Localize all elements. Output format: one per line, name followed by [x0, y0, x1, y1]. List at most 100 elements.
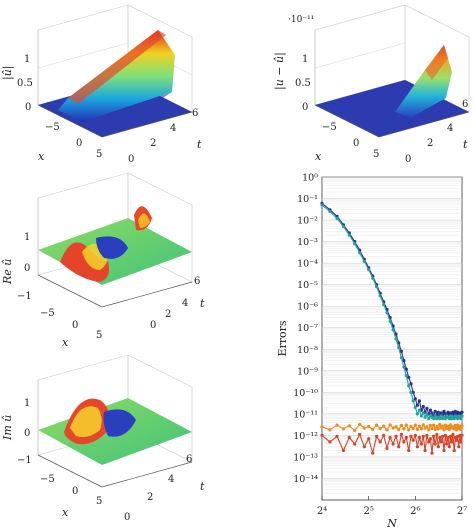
data-point: [362, 445, 366, 449]
p4-ztick-0: 0: [24, 428, 30, 439]
p3-ttick-4: 4: [182, 298, 188, 309]
data-point: [460, 414, 464, 418]
p3-ztick-1: 1: [24, 232, 30, 243]
p4-ttick-4: 4: [168, 474, 174, 485]
data-point: [397, 445, 401, 449]
data-point: [432, 423, 436, 427]
data-point: [459, 440, 463, 444]
p4-xtick-a: −5: [40, 474, 55, 485]
y-tick-label: 10⁻⁵: [297, 280, 318, 291]
data-point: [442, 428, 446, 432]
data-point: [451, 410, 455, 414]
data-point: [447, 417, 451, 421]
p2-tlabel: t: [463, 138, 468, 151]
data-point: [428, 437, 432, 441]
p1-xtick-b: 0: [76, 138, 82, 149]
data-point: [427, 428, 431, 432]
data-point: [394, 337, 398, 341]
data-point: [341, 427, 345, 431]
data-point: [397, 427, 401, 431]
data-point: [454, 428, 459, 432]
p1-ttick-6: 6: [192, 108, 198, 119]
data-point: [436, 427, 440, 431]
p3-ttick-0: 0: [150, 320, 156, 331]
p3-xtick-c: 5: [96, 330, 102, 341]
surface-panel-error: [314, 4, 470, 138]
data-point: [413, 397, 417, 401]
data-point: [413, 433, 417, 437]
data-point: [457, 445, 461, 449]
data-point: [459, 417, 463, 421]
data-point: [421, 423, 425, 427]
data-point: [378, 294, 382, 298]
data-point: [407, 375, 411, 379]
x-axis-label: N: [386, 517, 397, 529]
data-point: [413, 423, 417, 427]
data-point: [421, 404, 425, 409]
data-point: [399, 432, 403, 437]
data-point: [358, 422, 362, 427]
data-point: [353, 428, 357, 432]
p2-ttick-4: 4: [447, 123, 453, 134]
data-point: [404, 423, 408, 427]
data-point: [419, 414, 423, 418]
data-point: [446, 410, 450, 414]
data-point: [409, 424, 413, 429]
p3-zlabel: Re û: [1, 259, 14, 285]
data-point: [371, 276, 375, 280]
p1-ttick-4: 4: [170, 123, 176, 134]
data-point: [427, 417, 431, 421]
data-point: [439, 414, 443, 418]
data-point: [375, 285, 379, 289]
p2-xtick-a: −5: [322, 122, 337, 133]
data-point: [371, 427, 375, 431]
data-point: [423, 448, 427, 453]
data-point: [341, 448, 345, 453]
data-point: [447, 427, 451, 431]
data-point: [328, 440, 332, 444]
y-tick-label: 10⁻³: [297, 237, 318, 248]
data-point: [358, 432, 362, 437]
p1-zlabel: |û|: [1, 66, 15, 81]
y-axis-label: Errors: [276, 320, 289, 356]
p4-tlabel: t: [200, 480, 205, 493]
data-point: [320, 425, 324, 429]
y-tick-label: 10⁻²: [297, 216, 318, 227]
data-point: [454, 438, 459, 442]
data-point: [430, 411, 434, 415]
p2-ztick-0: 0: [302, 102, 308, 113]
data-point: [435, 424, 439, 429]
data-point: [443, 433, 447, 437]
data-point: [358, 251, 362, 255]
data-point: [407, 384, 411, 388]
data-point: [353, 442, 357, 446]
data-point: [417, 435, 421, 440]
data-point: [417, 399, 421, 403]
data-point: [367, 268, 371, 272]
data-point: [402, 365, 406, 369]
data-point: [371, 451, 375, 455]
data-point: [391, 442, 395, 446]
p4-xtick-b: 0: [72, 486, 78, 497]
data-point: [404, 374, 408, 378]
data-point: [407, 428, 411, 432]
data-point: [402, 427, 406, 431]
surface-panel-abs: [37, 4, 193, 138]
x-tick-label: 2⁴: [317, 506, 327, 517]
data-point: [449, 434, 453, 438]
data-point: [442, 448, 446, 453]
x-tick-label: 2⁷: [457, 506, 467, 517]
data-point: [419, 442, 423, 446]
data-point: [428, 423, 432, 427]
data-point: [335, 423, 339, 427]
data-point: [335, 434, 339, 438]
data-point: [445, 442, 449, 446]
data-point: [388, 423, 392, 427]
p1-ttick-2: 2: [150, 138, 156, 149]
data-point: [375, 423, 379, 427]
data-point: [436, 410, 440, 414]
data-point: [425, 425, 429, 429]
p3-ztick-0: 0: [24, 263, 30, 274]
p2-scale: ·10⁻¹¹: [288, 15, 314, 25]
data-point: [320, 203, 324, 207]
